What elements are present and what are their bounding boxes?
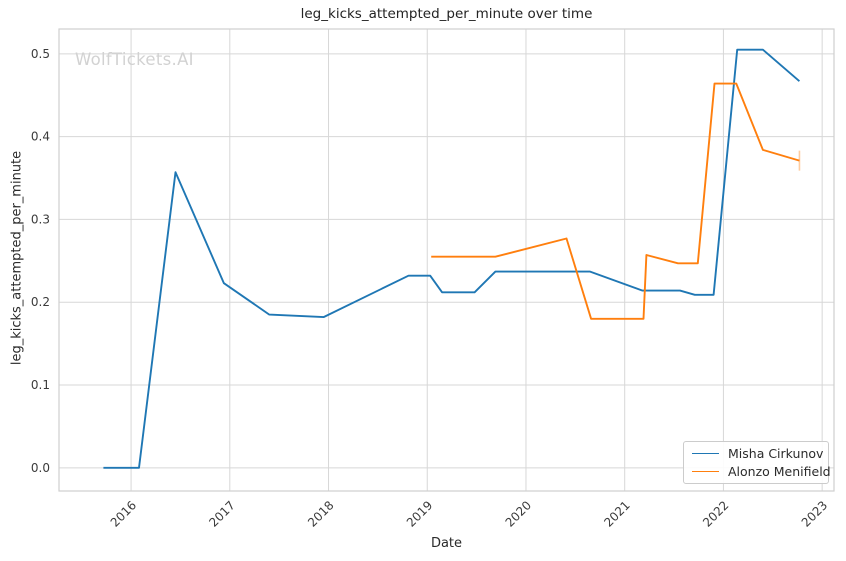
y-tick-label: 0.1 [31,378,50,392]
y-axis-label: leg_kicks_attempted_per_minute [9,150,25,366]
legend-label: Alonzo Menifield [728,463,831,479]
x-tick-label: 2023 [799,498,830,529]
plot-border [58,28,835,492]
y-tick-label: 0.5 [31,47,50,61]
legend-line-swatch-blue [692,453,719,455]
x-tick-label: 2017 [206,498,237,529]
legend-item-misha-cirkunov: Misha Cirkunov [692,446,824,462]
x-axis-label: Date [430,536,463,551]
series-line-alonzo-menifield [431,82,800,320]
y-tick-label: 0.4 [31,130,50,144]
series-line-misha-cirkunov [103,48,801,469]
y-tick-label: 0.0 [31,461,50,475]
x-tick-label: 2019 [404,498,435,529]
y-tick-label: 0.3 [31,212,50,226]
x-tick-label: 2021 [601,498,632,529]
legend-item-alonzo-menifield: Alonzo Menifield [692,464,831,479]
x-tick-label: 2022 [700,498,731,529]
chart-title: leg_kicks_attempted_per_minute over time [300,6,593,22]
x-tick-label: 2020 [503,498,534,529]
watermark: WolfTickets.AI [75,50,194,69]
legend: Misha Cirkunov Alonzo Menifield [683,441,831,484]
legend-label: Misha Cirkunov [728,446,824,462]
legend-line-swatch-orange [692,470,719,472]
x-tick-label: 2018 [305,498,336,529]
y-tick-label: 0.2 [31,295,50,309]
x-tick-label: 2016 [108,498,139,529]
